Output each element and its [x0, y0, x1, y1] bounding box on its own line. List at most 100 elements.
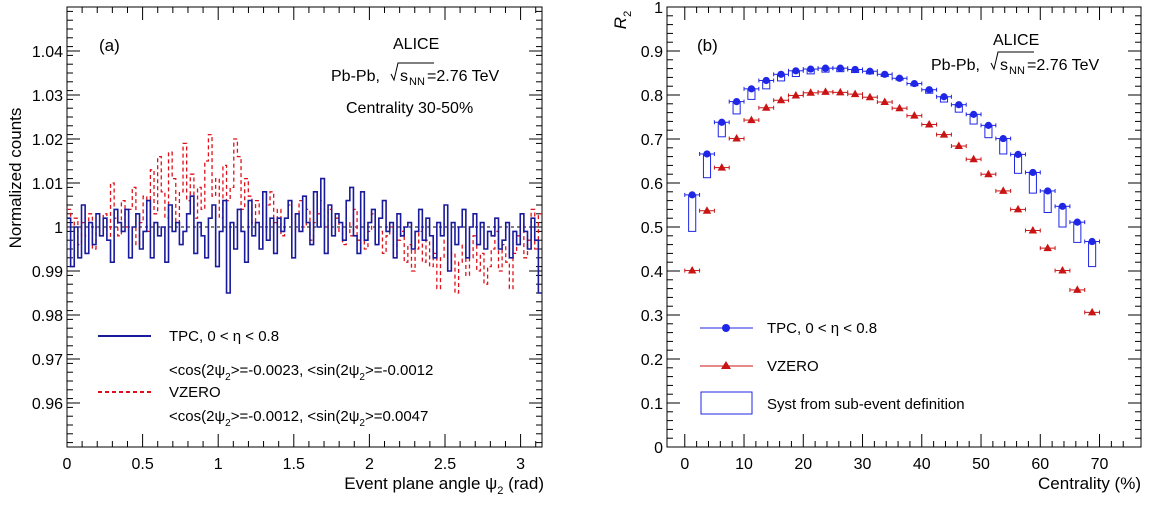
panel-a-energy-sub: NN — [409, 76, 425, 88]
data-point-tpc — [762, 76, 770, 85]
data-point-vzero — [939, 130, 949, 138]
panel-a-series — [67, 133, 542, 294]
data-point-tpc — [1073, 218, 1081, 226]
legend-a-tpc-stats: <cos(2ψ2>=-0.0023, <sin(2ψ2>=-0.0012 — [169, 362, 433, 383]
x-tick-label: 1.5 — [283, 456, 305, 473]
y-tick-label: 1 — [654, 0, 663, 17]
syst-box — [1088, 241, 1097, 268]
y-tick-label: 1.04 — [32, 44, 63, 61]
y-tick-label: 0.98 — [32, 308, 63, 325]
data-point-vzero — [850, 89, 860, 98]
panel-a-energy-value: =2.76 TeV — [427, 68, 500, 85]
panel-b-points — [684, 64, 1101, 316]
data-point-tpc — [1088, 237, 1096, 246]
panel-a-sqrt-sign — [390, 62, 434, 82]
panel-b-legend: TPC, 0 < η < 0.8 VZERO Syst from sub-eve… — [700, 320, 965, 415]
panel-a-energy-s: s — [400, 68, 408, 85]
data-point-tpc — [851, 65, 859, 74]
data-point-vzero — [717, 163, 727, 171]
data-point-vzero — [924, 119, 934, 128]
x-tick-label: 3 — [516, 456, 525, 473]
data-point-vzero — [687, 266, 697, 274]
data-point-vzero — [1073, 285, 1082, 293]
data-point-tpc — [688, 191, 696, 199]
data-point-vzero — [1058, 266, 1067, 274]
syst-box — [688, 194, 697, 232]
x-tick-label: 70 — [1091, 456, 1109, 473]
data-point-vzero — [1043, 243, 1052, 252]
data-point-tpc — [777, 70, 785, 78]
legend-b-tpc-marker — [722, 324, 730, 332]
x-tick-label: 30 — [854, 456, 872, 473]
data-point-vzero — [702, 206, 712, 214]
data-point-vzero — [821, 87, 830, 95]
data-point-tpc — [836, 64, 844, 72]
x-tick-label: 0 — [680, 456, 689, 473]
legend-b-syst-box — [700, 391, 753, 415]
x-tick-label: 40 — [913, 456, 931, 473]
panel-b-x-ticks: 0 10 20 30 40 50 60 70 — [680, 7, 1124, 473]
y-tick-label: 0.7 — [641, 132, 663, 149]
data-point-vzero — [999, 186, 1008, 194]
data-point-tpc — [821, 64, 830, 72]
data-point-tpc — [747, 85, 756, 93]
data-point-tpc — [733, 98, 741, 106]
panel-b-sqrt-sign — [990, 51, 1034, 71]
data-point-vzero — [791, 90, 801, 99]
legend-b-tpc-label: TPC, 0 < η < 0.8 — [767, 320, 877, 337]
data-point-vzero — [1013, 204, 1023, 213]
y-tick-label: 0.2 — [641, 352, 663, 369]
data-point-tpc — [1044, 187, 1052, 195]
data-point-vzero — [836, 87, 845, 96]
panel-b-resolution: 0 10 20 30 40 50 60 70 0 0.1 0.2 0.3 0.4 0.5 0.6 0.7 0.… — [611, 0, 1142, 493]
panel-a-legend: TPC, 0 < η < 0.8 <cos(2ψ2>=-0.0023, <sin… — [98, 328, 433, 429]
data-point-tpc — [807, 65, 815, 73]
data-point-vzero — [910, 111, 919, 119]
panel-a-x-axis-label: Event plane angle ψ2 (rad) — [344, 474, 544, 497]
y-tick-label: 0.97 — [32, 352, 63, 369]
panel-a-distribution: 0 0.5 1 1.5 2 2.5 3 0.96 0.97 0.98 0.99 1 1.01 1.02 1… — [6, 6, 544, 497]
data-point-vzero — [806, 88, 815, 96]
data-point-tpc — [881, 70, 889, 78]
panel-a-y-axis-label: Normalized counts — [6, 108, 25, 249]
panel-b-label: (b) — [697, 36, 718, 55]
panel-a-y-ticks: 0.96 0.97 0.98 0.99 1 1.01 1.02 1.03 1.04 — [32, 10, 542, 444]
y-tick-label: 0.4 — [641, 264, 663, 281]
data-point-tpc — [999, 134, 1007, 143]
y-tick-label: 0.5 — [641, 220, 663, 237]
y-tick-label: 0.96 — [32, 396, 63, 413]
data-point-tpc — [866, 67, 874, 75]
y-tick-label: 0.1 — [641, 396, 663, 413]
panel-a-system: Pb-Pb, — [331, 68, 380, 85]
legend-a-vzero-label: VZERO — [169, 384, 221, 401]
data-point-vzero — [776, 95, 786, 104]
data-point-tpc — [940, 93, 948, 101]
y-tick-label: 1 — [54, 220, 63, 237]
data-point-tpc — [1014, 150, 1022, 158]
data-point-vzero — [1028, 226, 1038, 234]
y-tick-label: 0.9 — [641, 44, 663, 61]
panel-b-syst-boxes — [688, 67, 1097, 268]
panel-a-experiment: ALICE — [393, 36, 439, 53]
data-point-vzero — [954, 141, 964, 150]
panel-b-y-axis-label: R2 — [611, 11, 634, 29]
data-point-vzero — [895, 103, 904, 112]
data-point-tpc — [910, 79, 918, 88]
data-point-tpc — [703, 150, 711, 158]
data-point-vzero — [984, 169, 993, 178]
data-point-vzero — [1087, 307, 1097, 316]
legend-a-tpc-label: TPC, 0 < η < 0.8 — [169, 328, 279, 345]
data-point-tpc — [1029, 168, 1037, 177]
data-point-vzero — [865, 92, 875, 101]
x-tick-label: 60 — [1031, 456, 1049, 473]
y-tick-label: 1.02 — [32, 132, 63, 149]
x-tick-label: 0 — [63, 456, 72, 473]
panel-b-energy-sub: NN — [1009, 65, 1025, 77]
x-tick-label: 20 — [794, 456, 812, 473]
panel-a-energy-label: Pb-Pb, s NN =2.76 TeV — [331, 62, 500, 88]
x-tick-label: 10 — [735, 456, 753, 473]
data-point-vzero — [880, 97, 889, 106]
panel-b-energy-value: =2.76 TeV — [1027, 57, 1100, 74]
data-point-tpc — [970, 110, 978, 118]
panel-a-centrality: Centrality 30-50% — [346, 100, 473, 117]
